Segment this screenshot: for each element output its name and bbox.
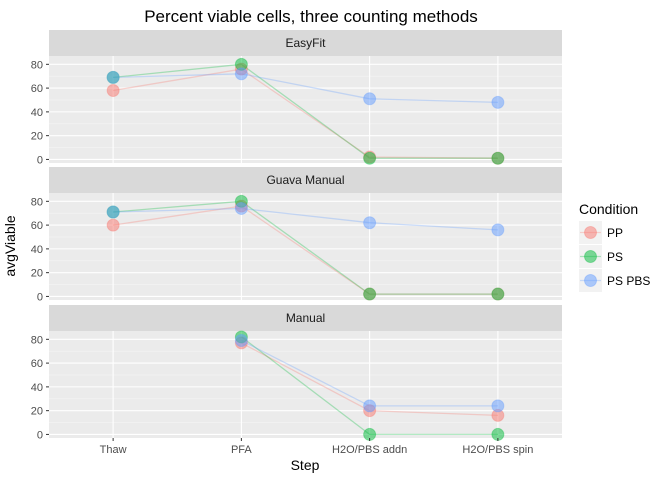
series-line — [112, 68, 498, 159]
facet-strip — [49, 305, 562, 331]
x-axis-label: Step — [291, 457, 320, 473]
panel-background — [49, 193, 562, 300]
data-point — [106, 218, 120, 232]
data-point — [363, 287, 377, 301]
y-tick-label: 0 — [37, 291, 43, 303]
facet-panel: EasyFit 0 20 40 60 80 — [31, 30, 562, 166]
data-point — [106, 83, 120, 97]
data-point — [363, 151, 377, 165]
data-point — [106, 205, 120, 219]
data-point — [491, 287, 505, 301]
facet-strip-label: EasyFit — [285, 36, 326, 50]
legend-label: PP — [607, 226, 623, 240]
facet-strip — [49, 30, 562, 56]
facet-panel: Manual 0 20 40 60 80 — [31, 305, 562, 441]
legend-label: PS PBS — [607, 274, 650, 288]
y-tick-label: 80 — [31, 196, 43, 208]
legend-point — [584, 274, 597, 287]
y-tick-label: 80 — [31, 59, 43, 71]
y-tick-label: 60 — [31, 83, 43, 95]
y-tick-label: 60 — [31, 220, 43, 232]
legend-label: PS — [607, 250, 623, 264]
y-tick-label: 20 — [31, 268, 43, 280]
y-tick-label: 40 — [31, 244, 43, 256]
series-line — [113, 205, 498, 295]
data-point — [491, 223, 505, 237]
y-tick-label: 40 — [31, 382, 43, 394]
facet-strip-label: Guava Manual — [266, 173, 344, 187]
data-point — [106, 70, 120, 84]
data-point — [491, 151, 505, 165]
y-tick-label: 20 — [31, 406, 43, 418]
data-point — [234, 67, 248, 81]
y-tick-label: 20 — [31, 131, 43, 143]
series-line — [113, 200, 498, 295]
x-tick-label: H2O/PBS spin — [462, 444, 533, 456]
data-point — [234, 334, 248, 348]
data-point — [491, 399, 505, 413]
data-point — [234, 201, 248, 215]
y-tick-label: 40 — [31, 107, 43, 119]
series-line — [113, 73, 498, 104]
y-tick-label: 0 — [37, 154, 43, 166]
legend-point — [584, 226, 597, 239]
legend: Condition PP PS PS PBS — [579, 201, 650, 292]
x-tick-label: PFA — [231, 444, 252, 456]
y-tick-label: 60 — [31, 358, 43, 370]
legend-point — [584, 250, 597, 263]
y-tick-label: 80 — [31, 334, 43, 346]
data-point — [491, 95, 505, 109]
series-line — [113, 63, 498, 159]
panel-background — [49, 331, 562, 438]
series-line — [113, 207, 498, 231]
legend-title: Condition — [579, 201, 638, 217]
x-tick-label: H2O/PBS addn — [332, 444, 407, 456]
facet-panel: Guava Manual 0 20 40 60 80 — [31, 167, 562, 303]
legend-item: PS PBS — [579, 269, 650, 292]
data-point — [363, 92, 377, 106]
legend-item: PP — [579, 221, 623, 244]
facet-strip — [49, 167, 562, 193]
y-tick-label: 0 — [37, 429, 43, 441]
legend-item: PS — [579, 245, 623, 268]
chart-title: Percent viable cells, three counting met… — [144, 7, 478, 26]
panel-background — [49, 56, 562, 163]
x-axis: Thaw PFA H2O/PBS addn H2O/PBS spin — [100, 438, 533, 456]
facet-strip-label: Manual — [286, 311, 325, 325]
y-axis-label: avgViable — [2, 215, 18, 276]
x-tick-label: Thaw — [100, 444, 127, 456]
data-point — [363, 216, 377, 230]
data-point — [363, 399, 377, 413]
